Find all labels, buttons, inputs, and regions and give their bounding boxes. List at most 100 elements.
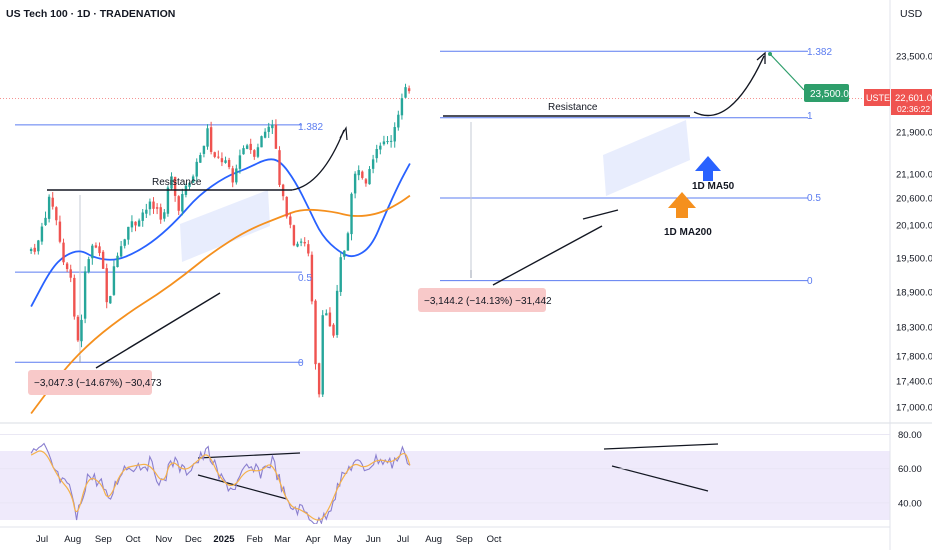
candle-down (173, 176, 177, 196)
price-tick-label: 21,100.0 (896, 170, 932, 181)
ma200-line (30, 194, 411, 415)
target-pointer-dot (768, 52, 772, 56)
candle-down (317, 363, 321, 395)
time-tick-label: Sep (456, 534, 473, 545)
candle-down (303, 242, 306, 244)
ma50-label: 1D MA50 (692, 181, 735, 192)
candle-down (328, 312, 332, 327)
candle-down (407, 88, 411, 92)
fib-a-label-mid: 0.5 (298, 273, 312, 284)
candle-down (231, 168, 234, 183)
channel-shade-2 (603, 120, 690, 196)
time-tick-label: Dec (185, 534, 202, 545)
candle-down (65, 263, 69, 270)
candle-up (296, 243, 299, 247)
time-tick-label: Jul (397, 534, 409, 545)
fib-b-label-mid: 0.5 (807, 193, 821, 204)
candle-up (271, 124, 274, 129)
candle-down (253, 150, 256, 157)
candle-up (267, 126, 270, 132)
candle-up (346, 233, 350, 251)
channel-shade-1 (180, 190, 270, 262)
projection-arrowhead-1 (339, 126, 348, 141)
time-tick-label: May (334, 534, 352, 545)
candle-down (332, 324, 335, 336)
candle-up (188, 182, 191, 187)
time-tick-label: Oct (487, 534, 502, 545)
target-pointer-line (769, 53, 805, 91)
price-tick-label: 19,500.0 (896, 254, 932, 265)
price-tick-label: 17,800.0 (896, 352, 932, 363)
candle-up (80, 319, 83, 342)
candle-up (206, 128, 209, 147)
support-trendline-3 (582, 209, 619, 220)
candle-up (400, 98, 404, 116)
time-tick-label: Feb (246, 534, 262, 545)
time-tick-label: Nov (155, 534, 172, 545)
candle-up (389, 140, 393, 142)
target-price-label: 23,500.0 (810, 89, 849, 100)
last-price-label: 22,601.0 (895, 93, 932, 104)
time-tick-label: Aug (64, 534, 81, 545)
candle-up (235, 168, 238, 183)
main-pane (0, 0, 890, 420)
time-tick-label: 2025 (213, 534, 235, 545)
symbol-tag (864, 89, 890, 106)
candle-up (371, 159, 375, 169)
candle-up (191, 176, 195, 183)
fib-b-label-top: 1.382 (807, 47, 832, 58)
candle-down (278, 150, 281, 185)
candle-up (386, 141, 389, 143)
candle-down (58, 221, 62, 242)
candle-up (181, 194, 184, 212)
candle-down (152, 201, 155, 209)
time-tick-label: Sep (95, 534, 112, 545)
candle-down (98, 246, 101, 254)
candle-up (141, 212, 144, 221)
drawings (47, 51, 805, 500)
candle-up (335, 290, 339, 335)
ma200-arrow-icon (668, 192, 696, 218)
candle-down (76, 316, 80, 341)
price-tick-label: 18,300.0 (896, 323, 932, 334)
candle-up (40, 226, 44, 242)
price-tick-label: 23,500.0 (896, 52, 932, 63)
rsi-divergence-line-1b (197, 474, 288, 500)
axes: 23,500.022,700.021,900.021,100.020,600.0… (36, 52, 932, 546)
candle-up (47, 196, 51, 219)
candle-up (343, 250, 346, 257)
candle-down (217, 156, 220, 158)
drawdown-box-2 (418, 288, 546, 312)
candle-up (44, 217, 47, 226)
candle-up (137, 220, 141, 227)
candle-up (83, 271, 87, 319)
candle-up (148, 201, 152, 210)
candle-up (199, 155, 202, 163)
chart-title: US Tech 100 · 1D · TRADENATION (6, 8, 175, 20)
fib-b-label-bottom: 0 (807, 276, 813, 287)
candle-up (127, 226, 130, 240)
candle-down (285, 196, 288, 217)
candle-up (123, 239, 126, 246)
drawdown-label-1: −3,047.3 (−14.67%) −30,473 (34, 378, 162, 389)
candle-up (397, 114, 400, 128)
candle-up (393, 127, 396, 142)
candle-down (310, 254, 314, 302)
fib-a-label-top: 1.382 (298, 122, 323, 133)
rsi-divergence-line-1a (197, 452, 301, 459)
candle-down (62, 242, 65, 263)
candle-down (69, 269, 72, 278)
time-tick-label: Apr (306, 534, 321, 545)
projection-curve-2 (693, 55, 765, 117)
rsi-tick-label: 80.00 (898, 430, 922, 441)
drawdown-label-2: −3,144.2 (−14.13%) −31,442 (424, 296, 552, 307)
candle-up (87, 259, 90, 272)
candles (29, 83, 411, 398)
candle-down (364, 179, 368, 184)
candle-down (155, 207, 159, 209)
candle-up (130, 221, 134, 228)
candle-down (134, 221, 137, 226)
candle-down (289, 216, 292, 225)
